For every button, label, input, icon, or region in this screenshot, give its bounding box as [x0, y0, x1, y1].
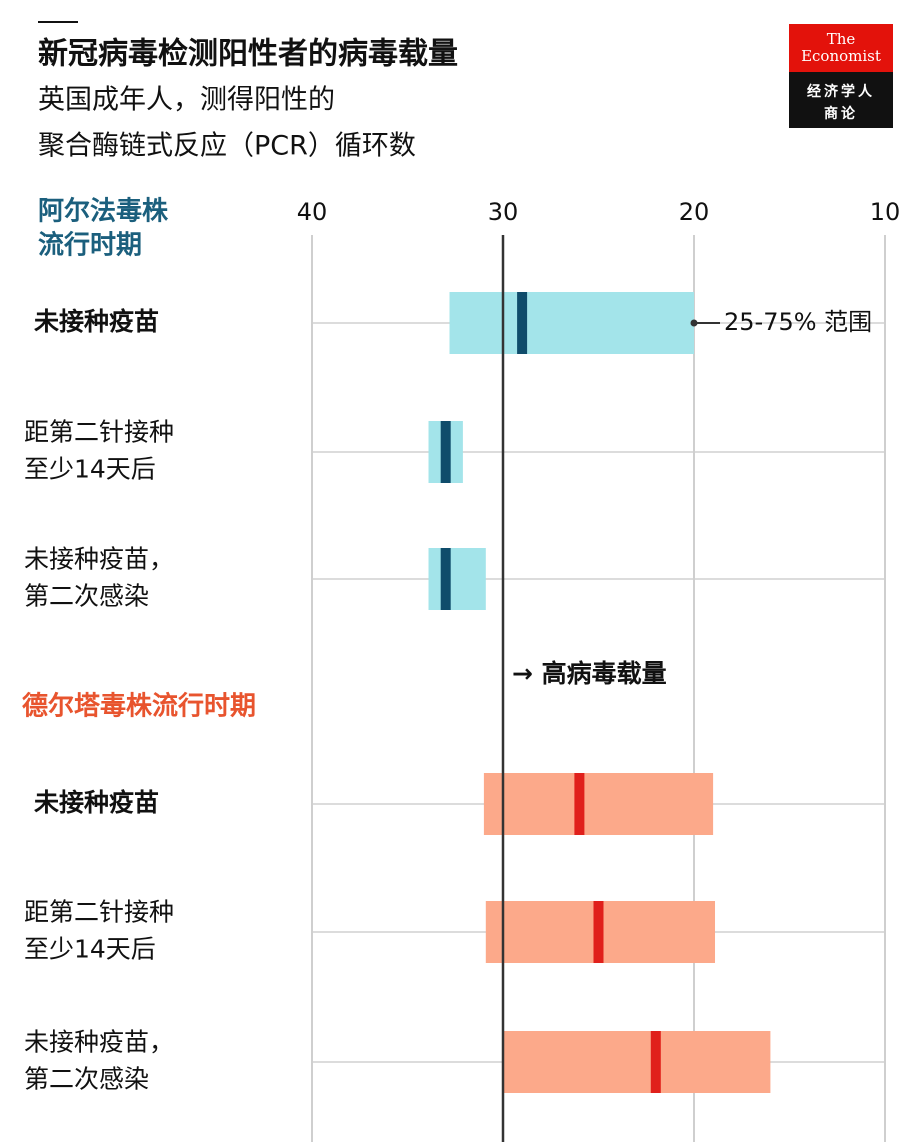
x-tick-label: 40	[297, 198, 328, 226]
median-mark	[650, 1031, 661, 1093]
median-mark	[440, 421, 451, 483]
row-label: 未接种疫苗，	[24, 545, 174, 574]
row-label: 至少14天后	[24, 935, 156, 964]
logo-text: 经济学人	[807, 83, 875, 100]
row-label: 第二次感染	[24, 582, 149, 611]
range-box	[503, 1031, 771, 1093]
chart-title: 新冠病毒检测阳性者的病毒载量	[38, 37, 458, 72]
logo-text: Economist	[801, 47, 881, 65]
median-mark	[574, 773, 585, 835]
row-label: 至少14天后	[24, 455, 156, 484]
annotation: → 高病毒载量	[512, 659, 667, 688]
x-tick-label: 10	[870, 198, 901, 226]
range-box	[428, 548, 486, 610]
row-label: 未接种疫苗，	[24, 1028, 174, 1057]
logo-text: 商论	[824, 105, 858, 122]
logo-red	[789, 24, 893, 72]
median-mark	[517, 292, 528, 354]
median-mark	[440, 548, 451, 610]
x-tick-label: 30	[488, 198, 519, 226]
range-box	[483, 773, 714, 835]
logo: The Economist 经济学人 商论	[789, 24, 893, 128]
row-label: 距第二针接种	[24, 898, 174, 927]
subtitle: 聚合酶链式反应（PCR）循环数	[38, 131, 416, 162]
range-box	[449, 292, 694, 354]
logo-text: The	[827, 30, 856, 48]
row-label: 第二次感染	[24, 1065, 149, 1094]
median-mark	[593, 901, 604, 963]
row-label: 未接种疫苗	[34, 307, 159, 336]
group-label: 流行时期	[38, 230, 142, 261]
logo-black	[789, 72, 893, 128]
x-tick-label: 20	[679, 198, 710, 226]
subtitle: 英国成年人，测得阳性的	[38, 85, 335, 116]
group-label: 阿尔法毒株	[38, 196, 169, 227]
row-label: 未接种疫苗	[34, 788, 159, 817]
row-label: 距第二针接种	[24, 418, 174, 447]
group-label: 德尔塔毒株流行时期	[22, 691, 256, 722]
annotation: 25-75% 范围	[724, 308, 872, 336]
